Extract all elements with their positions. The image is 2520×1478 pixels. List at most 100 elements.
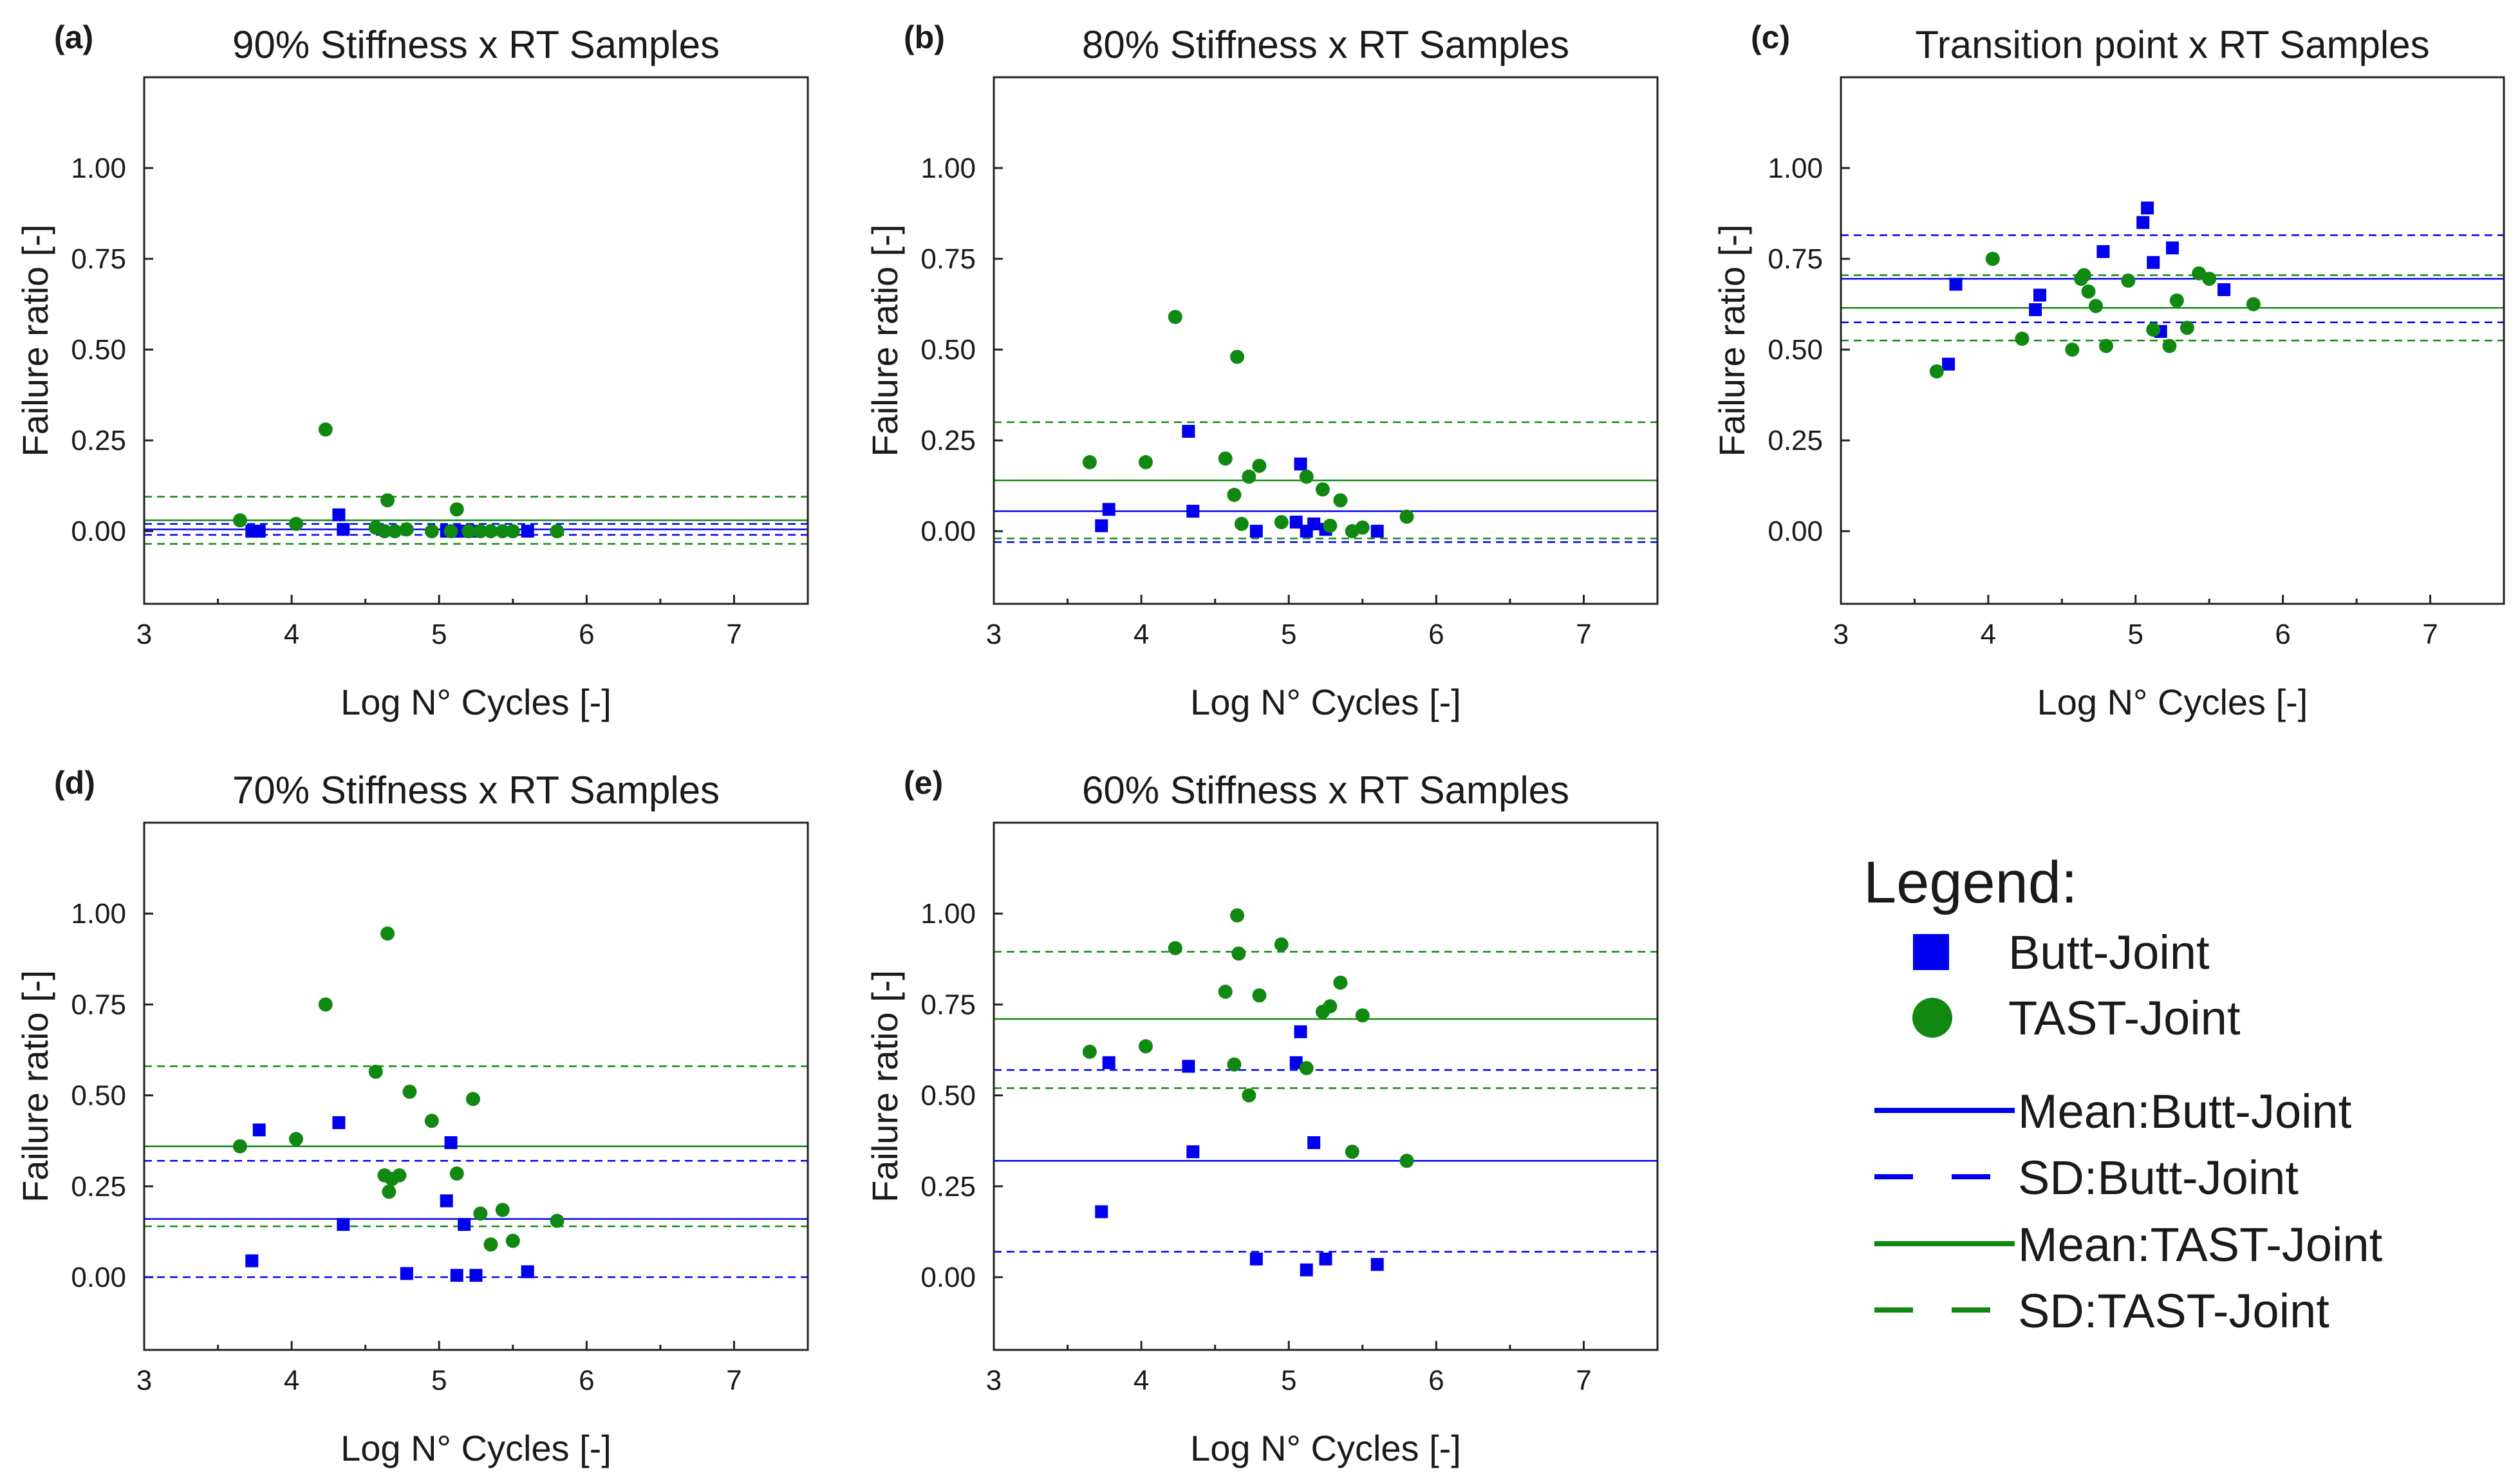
- legend-label: Butt-Joint: [2008, 926, 2210, 979]
- butt-joint-point: [2096, 245, 2110, 258]
- tast-joint-point: [505, 524, 520, 539]
- y-tick-label: 0.75: [920, 989, 976, 1020]
- tast-joint-point: [232, 513, 247, 528]
- legend-square-icon: [1913, 934, 1949, 970]
- x-tick-label: 3: [136, 619, 152, 650]
- x-tick-label: 6: [1428, 619, 1444, 650]
- y-axis-label: Failure ratio [-]: [1712, 225, 1752, 457]
- plot-frame: [993, 76, 1659, 605]
- y-tick-label: 0.25: [1768, 425, 1823, 456]
- legend-items: Butt-Joint TAST-Joint Mean:Butt-Joint SD:Bu…: [1874, 926, 2383, 1338]
- x-tick-label: 6: [579, 1365, 594, 1396]
- tast-joint-point: [1252, 458, 1267, 473]
- chart-title: 70% Stiffness x RT Samples: [232, 769, 720, 812]
- butt-joint-point: [2136, 216, 2150, 229]
- butt-joint-point: [1319, 1252, 1332, 1266]
- x-tick-label: 4: [1134, 1365, 1149, 1396]
- y-axis-label: Failure ratio [-]: [15, 970, 55, 1202]
- tast-joint-point: [387, 524, 402, 539]
- butt-joint-point: [444, 1136, 458, 1150]
- tast-joint-point: [1231, 946, 1246, 961]
- tast-joint-point: [443, 524, 458, 539]
- tast-joint-point: [2065, 342, 2080, 357]
- butt-joint-point: [1186, 1145, 1200, 1159]
- butt-joint-point: [252, 1123, 266, 1137]
- butt-joint-point: [1300, 1263, 1313, 1277]
- chart-title: Transition point x RT Samples: [1915, 23, 2429, 66]
- butt-joint-point: [1102, 503, 1115, 516]
- x-tick-label: 5: [1281, 1365, 1296, 1396]
- x-axis-label: Log N° Cycles [-]: [2037, 682, 2308, 722]
- chart-panel-2: (b) 80% Stiffness x RT Samples Log N° Cycl…: [864, 19, 1659, 722]
- butt-joint-point: [1249, 525, 1263, 538]
- tast-joint-point: [368, 1064, 383, 1079]
- tast-joint-point: [1168, 310, 1182, 324]
- legend-item: SD:Butt-Joint: [1874, 1151, 2299, 1204]
- tast-joint-point: [550, 1213, 565, 1228]
- tast-joint-point: [1333, 975, 1348, 990]
- butt-joint-point: [337, 523, 350, 536]
- tast-joint-point: [392, 1168, 407, 1183]
- y-tick-label: 1.00: [71, 153, 126, 184]
- butt-joint-point: [2033, 288, 2046, 302]
- tast-joint-point: [1242, 1088, 1256, 1103]
- y-tick-label: 0.25: [920, 1171, 976, 1202]
- chart-title: 80% Stiffness x RT Samples: [1082, 23, 1569, 66]
- x-tick-label: 6: [579, 619, 594, 650]
- y-tick-label: 0.00: [71, 516, 126, 547]
- butt-joint-point: [1307, 517, 1321, 530]
- tast-joint-point: [449, 1166, 464, 1181]
- butt-joint-point: [1942, 357, 1955, 371]
- butt-joint-point: [469, 1269, 483, 1282]
- tast-joint-point: [483, 524, 498, 539]
- x-tick-label: 7: [726, 619, 742, 650]
- tast-joint-point: [1323, 999, 1338, 1014]
- tast-joint-point: [1299, 1061, 1314, 1076]
- plot-area: [994, 908, 1657, 1277]
- panel-letter: (c): [1751, 19, 1790, 55]
- tast-joint-point: [2081, 284, 2096, 299]
- tast-joint-point: [473, 1206, 488, 1221]
- tast-joint-point: [1218, 451, 1233, 466]
- tast-joint-point: [465, 1092, 480, 1107]
- y-tick-label: 1.00: [1768, 153, 1823, 184]
- butt-joint-point: [337, 1218, 350, 1231]
- tast-joint-point: [1985, 252, 2000, 267]
- butt-joint-point: [1249, 1252, 1263, 1266]
- y-tick-label: 0.00: [920, 1262, 976, 1293]
- plot-area: [994, 310, 1657, 543]
- butt-joint-point: [1370, 525, 1384, 538]
- legend-title: Legend:: [1863, 850, 2078, 915]
- y-tick-label: 0.75: [71, 243, 126, 275]
- butt-joint-point: [2166, 241, 2179, 255]
- butt-joint-point: [2029, 303, 2042, 317]
- legend-label: SD:TAST-Joint: [2018, 1284, 2329, 1338]
- x-tick-label: 6: [2275, 619, 2290, 650]
- y-tick-label: 1.00: [71, 898, 126, 930]
- tast-joint-point: [1227, 487, 1242, 502]
- y-tick-label: 0.50: [71, 1080, 126, 1112]
- chart-panel-5: (e) 60% Stiffness x RT Samples Log N° Cycl…: [864, 765, 1659, 1468]
- tast-joint-point: [1234, 516, 1249, 531]
- tast-joint-point: [2179, 321, 2194, 335]
- x-tick-label: 5: [431, 1365, 447, 1396]
- y-tick-label: 0.75: [920, 243, 976, 275]
- butt-joint-point: [332, 1116, 346, 1129]
- tast-joint-point: [495, 524, 510, 539]
- chart-title: 90% Stiffness x RT Samples: [232, 23, 720, 66]
- x-tick-label: 3: [136, 1365, 152, 1396]
- x-tick-label: 5: [1281, 619, 1296, 650]
- butt-joint-point: [450, 1269, 463, 1282]
- tast-joint-point: [380, 493, 395, 508]
- butt-joint-point: [1294, 1025, 1307, 1038]
- chart-panel-1: (a) 90% Stiffness x RT Samples Log N° Cycl…: [15, 19, 809, 722]
- tast-joint-point: [1082, 1044, 1097, 1059]
- x-tick-label: 5: [431, 619, 447, 650]
- x-tick-label: 7: [2422, 619, 2438, 650]
- tast-joint-point: [1315, 482, 1330, 497]
- butt-joint-point: [400, 1267, 413, 1280]
- panel-letter: (a): [54, 19, 93, 55]
- panel-letter: (b): [904, 19, 945, 55]
- y-tick-label: 0.00: [1768, 516, 1823, 547]
